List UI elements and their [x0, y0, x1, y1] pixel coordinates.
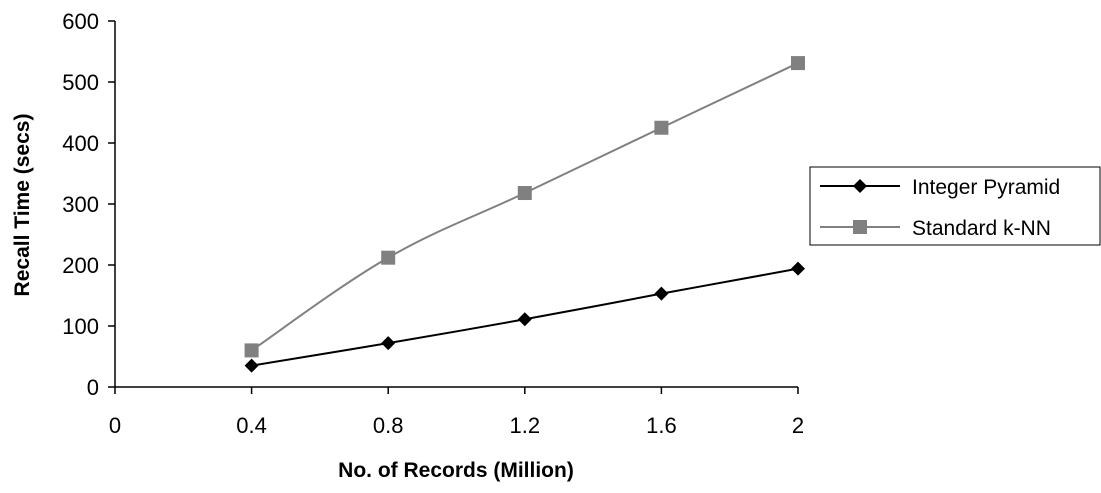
x-tick-label: 2: [792, 413, 804, 438]
data-point: [791, 261, 805, 276]
data-point: [244, 358, 259, 373]
x-tick-label: 0.8: [373, 413, 404, 438]
legend-marker: [853, 220, 867, 234]
legend-label: Integer Pyramid: [912, 176, 1060, 199]
data-point: [244, 343, 259, 358]
legend-marker: [853, 179, 867, 193]
axes: [108, 20, 799, 394]
y-tick-label: 100: [62, 314, 99, 339]
y-tick-label: 500: [62, 70, 99, 95]
y-axis-title: Recall Time (secs): [11, 114, 34, 297]
tick-labels: 0 100 200 300 400 500 600 0 0.4 0.8 1.2 1.6 2: [62, 9, 804, 438]
data-point: [654, 120, 669, 135]
data-point: [791, 56, 805, 71]
data-point: [381, 336, 396, 351]
y-tick-label: 0: [87, 375, 99, 400]
y-tick-label: 600: [62, 9, 99, 34]
y-tick-label: 300: [62, 192, 99, 217]
x-axis-title: No. of Records (Million): [338, 459, 574, 482]
data-point: [517, 312, 532, 327]
y-tick-label: 200: [62, 253, 99, 278]
x-tick-label: 0: [109, 413, 121, 438]
series-line: [251, 62, 799, 352]
legend: Integer Pyramid Standard k-NN: [809, 166, 1101, 246]
data-point: [381, 250, 396, 265]
x-tick-label: 1.2: [510, 413, 541, 438]
y-tick-label: 400: [62, 131, 99, 156]
x-tick-label: 1.6: [646, 413, 677, 438]
plot-area: [244, 56, 805, 373]
legend-label: Standard k-NN: [912, 217, 1051, 240]
data-point: [517, 186, 532, 201]
x-tick-label: 0.4: [236, 413, 267, 438]
data-point: [654, 286, 669, 301]
